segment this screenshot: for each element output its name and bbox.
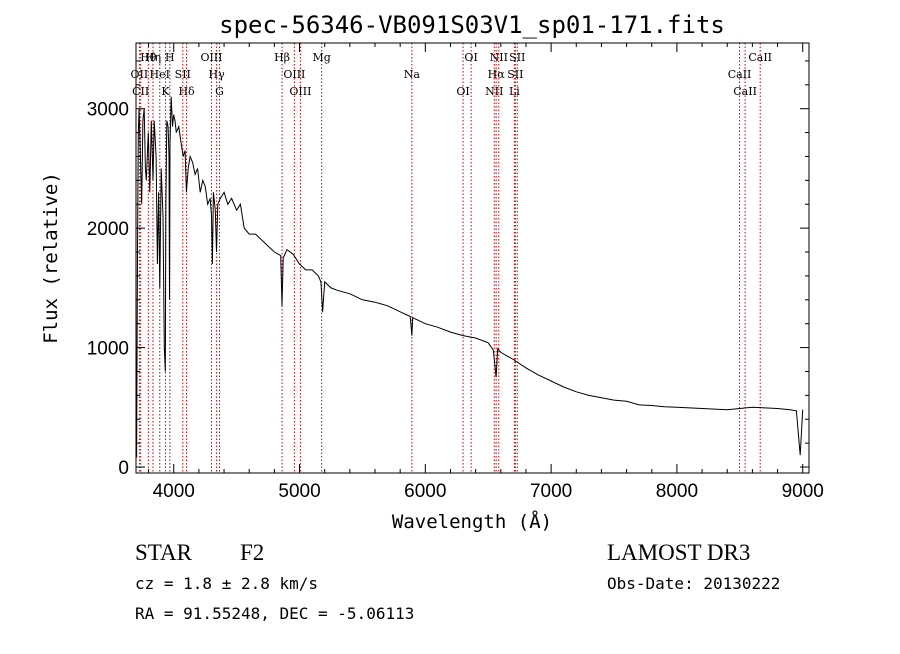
plot-frame: [135, 42, 810, 474]
y-tick-label: 0: [118, 458, 129, 479]
line-label: OIII: [289, 85, 311, 98]
y-tick-label: 1000: [87, 339, 129, 360]
line-label: NII: [490, 51, 508, 64]
x-tick-label: 6000: [404, 481, 446, 502]
line-label: HeI: [150, 68, 170, 81]
line-label: H: [165, 51, 175, 64]
line-label: Hδ: [178, 85, 195, 98]
spectral-line-labels: HθOIICIIHηHeIKHSIIHδOIIIHγGHβOIIIOIIIMgN…: [131, 51, 772, 98]
line-label: OIII: [283, 68, 305, 81]
line-label: Hα: [488, 68, 506, 81]
ra-dec-coords: RA = 91.55248, DEC = -5.06113: [135, 604, 414, 623]
y-axis-label: Flux (relative): [40, 172, 62, 344]
chart-title: spec-56346-VB091S03V1_sp01-171.fits: [219, 11, 725, 39]
spectrum-line: [135, 96, 804, 458]
x-axis-ticks: 4000 5000 6000 7000 8000 9000: [148, 43, 824, 502]
line-label: Mg: [313, 51, 331, 64]
line-label: OIII: [200, 51, 222, 64]
x-tick-label: 5000: [278, 481, 320, 502]
y-tick-label: 2000: [87, 219, 129, 240]
line-label: CII: [132, 85, 149, 98]
line-label: Hη: [145, 51, 161, 64]
line-label: SII: [509, 51, 525, 64]
line-label: SII: [507, 68, 523, 81]
line-label: Hβ: [274, 51, 290, 64]
line-label: Na: [404, 68, 421, 81]
line-label: OI: [464, 51, 477, 64]
line-label: Li: [509, 85, 520, 98]
x-axis-label: Wavelength (Å): [392, 510, 552, 533]
spectral-line-markers: [138, 43, 761, 473]
object-class: STAR: [135, 540, 193, 565]
y-axis-ticks: 0 1000 2000 3000: [87, 60, 809, 479]
y-tick-label: 3000: [87, 100, 129, 121]
x-tick-label: 4000: [153, 481, 195, 502]
obs-date: Obs-Date: 20130222: [607, 574, 780, 593]
line-label: CaII: [728, 68, 752, 81]
line-label: NII: [485, 85, 503, 98]
line-label: K: [161, 85, 170, 98]
object-subclass: F2: [240, 540, 264, 565]
redshift-cz: cz = 1.8 ± 2.8 km/s: [135, 574, 318, 593]
survey-name: LAMOST DR3: [607, 540, 750, 565]
line-label: OI: [456, 85, 469, 98]
line-label: Hθ: [140, 51, 157, 64]
line-label: OII: [131, 68, 149, 81]
x-tick-label: 7000: [530, 481, 572, 502]
x-tick-label: 8000: [656, 481, 698, 502]
line-label: CaII: [748, 51, 772, 64]
line-label: CaII: [733, 85, 757, 98]
line-label: SII: [175, 68, 191, 81]
line-label: G: [215, 85, 224, 98]
line-label: Hγ: [209, 68, 226, 81]
x-tick-label: 9000: [782, 481, 824, 502]
